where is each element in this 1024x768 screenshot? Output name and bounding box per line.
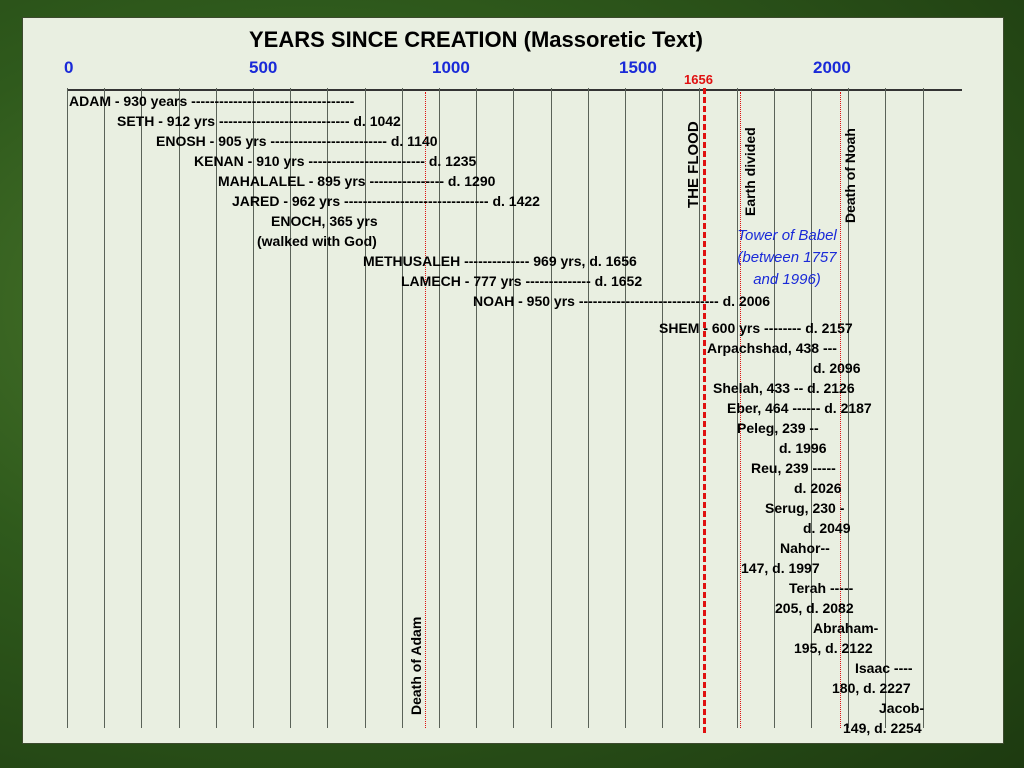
row-enosh: ENOSH - 905 yrs ------------------------… [156, 133, 438, 149]
grid-line [290, 88, 292, 728]
grid-line [811, 88, 812, 728]
row-arpachshad: Arpachshad, 438 --- [707, 340, 837, 356]
row-isaac-death: 180, d. 2227 [832, 680, 911, 696]
grid-line [401, 88, 403, 728]
babel-line-1: Tower of Babel [737, 227, 837, 244]
row-eber: Eber, 464 ------ d. 2187 [727, 400, 872, 416]
tick-2000: 2000 [813, 58, 851, 77]
chart-panel: YEARS SINCE CREATION (Massoretic Text) 0… [22, 17, 1004, 744]
label-death-of-adam: Death of Adam [408, 616, 424, 715]
row-jacob-death: 149, d. 2254 [843, 720, 922, 736]
row-reu-death: d. 2026 [794, 480, 842, 496]
row-isaac: Isaac ---- [855, 660, 913, 676]
row-terah-death: 205, d. 2082 [775, 600, 854, 616]
death-of-adam-line [425, 92, 426, 728]
tick-500: 500 [249, 58, 278, 77]
grid-line [587, 88, 589, 728]
row-abraham: Abraham- [813, 620, 879, 636]
grid-line [848, 88, 850, 728]
row-mahalalel: MAHALALEL - 895 yrs ---------------- d. … [218, 173, 496, 189]
grid-line [364, 88, 366, 728]
earth-divided-line [740, 92, 741, 728]
grid-line [215, 88, 217, 728]
row-lamech: LAMECH - 777 yrs -------------- d. 1652 [401, 273, 643, 289]
row-peleg-death: d. 1996 [779, 440, 827, 456]
label-death-of-noah: Death of Noah [842, 128, 858, 223]
grid-line [922, 88, 924, 728]
grid-line [773, 88, 775, 728]
row-nahor: Nahor-- [780, 540, 830, 556]
label-the-flood: THE FLOOD [685, 121, 702, 208]
grid-line [662, 88, 664, 728]
row-methuselah: METHUSALEH -------------- 969 yrs, d. 16… [363, 253, 637, 269]
row-enoch-note: (walked with God) [257, 233, 377, 249]
row-abraham-death: 195, d. 2122 [794, 640, 873, 656]
grid-line [513, 88, 515, 728]
row-jared: JARED - 962 yrs ------------------------… [232, 193, 540, 209]
row-reu: Reu, 239 ----- [751, 460, 836, 476]
grid-line [178, 88, 180, 728]
row-shem: SHEM - 600 yrs -------- d. 2157 [659, 320, 853, 336]
grid-line [476, 88, 478, 728]
grid-line [141, 88, 143, 728]
row-enoch: ENOCH, 365 yrs [271, 213, 378, 229]
timeline-axis [67, 89, 962, 91]
grid-line [439, 88, 440, 728]
grid-line [104, 88, 106, 728]
tick-1000: 1000 [432, 58, 470, 77]
row-shelah: Shelah, 433 -- d. 2126 [713, 380, 855, 396]
row-seth: SETH - 912 yrs -------------------------… [117, 113, 401, 129]
grid-line [699, 88, 701, 728]
tick-1500: 1500 [619, 58, 657, 77]
babel-line-3: and 1996) [753, 271, 821, 288]
row-serug-death: d. 2049 [803, 520, 851, 536]
grid-line [625, 88, 626, 728]
row-noah: NOAH - 950 yrs -------------------------… [473, 293, 771, 309]
row-adam: ADAM - 930 years -----------------------… [69, 93, 355, 109]
row-nahor-death: 147, d. 1997 [741, 560, 820, 576]
grid-line [736, 88, 738, 728]
grid-line [885, 88, 887, 728]
babel-line-2: (between 1757 [737, 249, 837, 266]
grid-line [67, 88, 68, 728]
row-terah: Terah ----- [789, 580, 854, 596]
label-earth-divided: Earth divided [742, 127, 758, 216]
row-kenan: KENAN - 910 yrs ------------------------… [194, 153, 477, 169]
grid-line [327, 88, 329, 728]
tick-0: 0 [64, 58, 74, 77]
row-jacob: Jacob- [879, 700, 925, 716]
page-title: YEARS SINCE CREATION (Massoretic Text) [249, 27, 703, 52]
death-of-noah-line [840, 92, 841, 728]
grid-line [253, 88, 254, 728]
flood-line [703, 88, 706, 733]
row-peleg: Peleg, 239 -- [737, 420, 819, 436]
tower-of-babel-note: Tower of Babel (between 1757 and 1996) [719, 225, 855, 291]
flood-year-label: 1656 [684, 72, 713, 87]
grid-line [550, 88, 552, 728]
row-serug: Serug, 230 - [765, 500, 845, 516]
row-arpachshad-death: d. 2096 [813, 360, 861, 376]
